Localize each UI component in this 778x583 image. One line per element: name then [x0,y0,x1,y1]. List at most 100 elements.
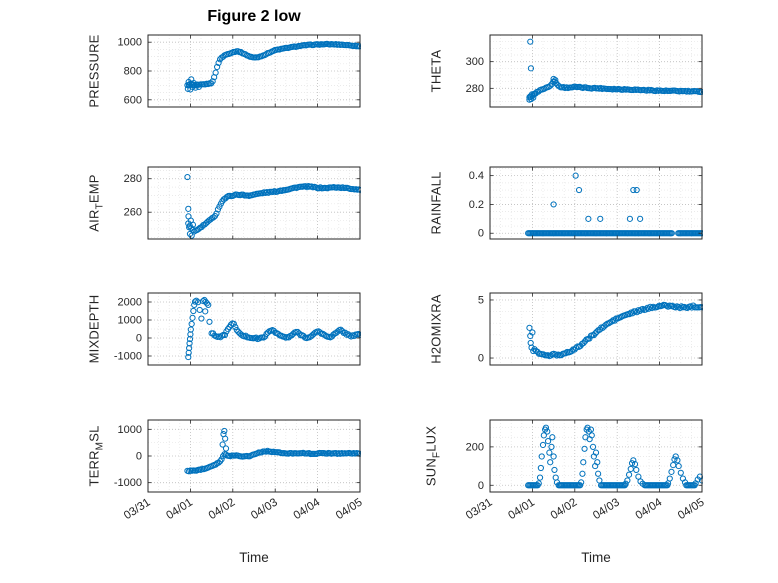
y-tick-labels: 600 800 1000 [118,37,142,107]
svg-text:5: 5 [478,294,484,306]
ylabel-text: SUN [423,458,439,487]
svg-text:0: 0 [136,451,142,463]
x-axis-label-right: Time [581,550,611,565]
subplot-theta: 280 300 [466,34,703,108]
ylabel-text: RAINFALL [428,171,444,235]
svg-text:1000: 1000 [118,424,142,436]
x-tick-labels: 03/31 04/01 04/02 04/03 04/04 04/05 [122,496,365,522]
tick-marks [147,167,361,239]
y-tick-labels: 260 280 [124,173,142,218]
svg-text:200: 200 [466,441,484,453]
svg-text:260: 260 [124,207,142,219]
ylabel-text: AIR [86,209,102,232]
data-series-pressure [184,40,361,93]
svg-text:2000: 2000 [118,297,142,309]
svg-text:0: 0 [478,353,484,365]
minor-grid [148,293,360,365]
y-tick-labels: 0 0.2 0.4 [469,170,484,240]
svg-text:800: 800 [124,66,142,78]
ylabel-terr-msl: TERRMSL [87,425,106,486]
ylabel-pressure: PRESSURE [87,34,106,107]
ylabel-sub: M [94,441,106,451]
ylabel-text: THETA [428,49,444,93]
svg-text:280: 280 [124,173,142,185]
x-axis-label-left: Time [239,550,269,565]
svg-text:0: 0 [478,480,484,492]
ylabel-mixdepth: MIXDEPTH [87,295,106,364]
y-tick-labels: -1000 0 1000 [114,424,142,489]
ylabel-theta: THETA [429,50,448,93]
axes-box [489,292,703,366]
data-series-airtemp [184,173,361,239]
axes-box [147,292,361,366]
data-series-theta [526,38,703,103]
tick-marks [489,167,703,239]
svg-text:04/05: 04/05 [676,496,707,522]
ylabel-text: PRESSURE [86,34,102,108]
subplot-sun-flux: 0 200 03/31 04/01 04/02 04/03 04/04 04/05 [464,419,707,522]
svg-text:03/31: 03/31 [464,496,495,522]
svg-text:280: 280 [466,83,484,95]
data-series-terr-msl [184,427,361,475]
ylabel-text: SL [86,425,102,442]
ylabel-h2omixra: H2OMIXRA [429,294,448,364]
y-tick-labels: 0 200 [466,441,484,491]
tick-marks [489,293,703,365]
svg-text:04/03: 04/03 [591,496,622,522]
svg-text:04/02: 04/02 [207,496,238,522]
major-grid [148,167,360,239]
subplot-h2omixra: 05 [478,292,703,366]
svg-text:04/05: 04/05 [334,496,365,522]
svg-text:03/31: 03/31 [122,496,153,522]
y-tick-labels: 280 300 [466,56,484,95]
svg-text:0.2: 0.2 [469,199,484,211]
ylabel-airtemp: AIRTEMP [87,174,106,231]
ylabel-sun-flux: SUNFLUX [424,426,443,486]
tick-marks [489,35,703,107]
axes-box [489,166,703,240]
ylabel-sub: T [94,203,106,210]
minor-grid [490,167,702,239]
tick-marks [147,35,361,107]
minor-grid [490,293,702,365]
ylabel-sub: F [431,451,443,459]
ylabel-rainfall: RAINFALL [429,171,448,234]
tick-marks [147,293,361,365]
svg-text:1000: 1000 [118,37,142,49]
figure-title: Figure 2 low [207,8,301,25]
svg-text:1000: 1000 [118,315,142,327]
svg-text:0.4: 0.4 [469,170,484,182]
svg-text:0: 0 [478,228,484,240]
subplot-rainfall: 0 0.2 0.4 [469,166,703,240]
axes-box [147,166,361,240]
y-tick-labels: 05 [478,294,484,364]
ylabel-text: H2OMIXRA [428,294,444,364]
ylabel-text: LUX [423,425,439,452]
svg-text:04/04: 04/04 [292,496,323,522]
x-tick-labels: 03/31 04/01 04/02 04/03 04/04 04/05 [464,496,707,522]
data-series-mixdepth [185,296,361,361]
svg-text:04/02: 04/02 [549,496,580,522]
subplot-mixdepth: -1000 0 1000 2000 [114,292,361,366]
subplot-pressure: 600 800 1000 [118,34,361,108]
subplot-terr-msl: -1000 0 1000 03/31 04/01 04/02 04/03 04/04 04/05 [114,419,365,522]
svg-text:04/03: 04/03 [249,496,280,522]
svg-text:0: 0 [136,333,142,345]
data-series-rainfall [525,172,703,237]
svg-text:600: 600 [124,94,142,106]
ylabel-text: EMP [86,174,102,204]
svg-text:04/01: 04/01 [164,496,195,522]
minor-grid [490,35,702,107]
svg-text:-1000: -1000 [114,351,142,363]
subplot-airtemp: 260 280 [124,166,361,240]
major-grid [490,293,702,365]
data-series-sun-flux [525,424,703,489]
axes-box [489,34,703,108]
svg-text:-1000: -1000 [114,477,142,489]
tick-marks [147,420,361,492]
ylabel-text: TERR [86,450,102,487]
svg-text:04/04: 04/04 [634,496,665,522]
tick-marks [489,420,703,492]
